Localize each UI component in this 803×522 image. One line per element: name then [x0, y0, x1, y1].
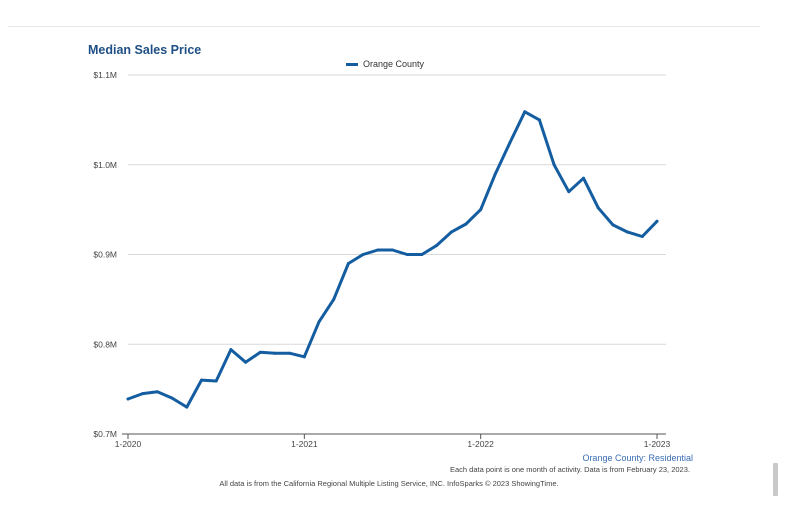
data-point	[640, 235, 644, 239]
legend: Orange County	[346, 59, 424, 69]
data-point	[199, 378, 203, 382]
data-point	[361, 253, 365, 256]
data-point	[141, 392, 145, 396]
legend-label: Orange County	[363, 59, 425, 69]
data-point	[229, 348, 233, 352]
data-point	[435, 244, 439, 248]
chart-title: Median Sales Price	[88, 43, 202, 57]
legend-swatch	[346, 62, 358, 66]
data-point	[582, 176, 586, 180]
data-point	[508, 140, 512, 144]
data-point	[346, 261, 350, 265]
data-point	[214, 379, 218, 383]
top-divider	[8, 26, 760, 27]
data-point	[655, 219, 659, 223]
data-point	[405, 253, 409, 256]
x-tick-label: 1-2020	[115, 439, 142, 449]
y-tick-label: $0.8M	[93, 339, 117, 349]
data-point	[626, 230, 630, 234]
data-point	[523, 110, 527, 114]
scrollbar-thumb[interactable]	[773, 463, 778, 496]
data-point	[258, 350, 262, 354]
data-point	[420, 253, 424, 256]
source-credit: All data is from the California Regional…	[219, 479, 559, 488]
data-point	[273, 351, 277, 355]
data-point	[185, 405, 189, 409]
y-tick-label: $0.7M	[93, 429, 117, 439]
series-line-orange-county	[126, 110, 659, 409]
data-point	[552, 163, 556, 167]
x-tick-label: 1-2021	[291, 439, 318, 449]
data-point	[596, 206, 600, 210]
data-point	[464, 222, 468, 226]
data-point	[479, 208, 483, 212]
data-point	[537, 118, 541, 122]
data-point	[611, 223, 615, 227]
data-point	[449, 230, 453, 234]
data-point	[493, 172, 497, 176]
x-tick-label: 1-2023	[644, 439, 671, 449]
data-point	[391, 248, 394, 252]
data-point	[244, 360, 248, 364]
data-point	[155, 390, 159, 394]
data-point	[567, 190, 571, 194]
y-tick-label: $1.1M	[93, 70, 117, 80]
data-point	[288, 351, 292, 355]
y-tick-label: $1.0M	[93, 160, 117, 170]
data-point	[376, 248, 380, 252]
x-tick-label: 1-2022	[467, 439, 494, 449]
data-point	[302, 355, 306, 359]
chart-subtitle: Orange County: Residential	[582, 453, 693, 463]
data-point	[317, 320, 321, 324]
data-point	[170, 396, 174, 400]
data-point	[126, 397, 130, 401]
y-tick-label: $0.9M	[93, 250, 117, 260]
data-point	[332, 297, 336, 301]
data-note: Each data point is one month of activity…	[450, 465, 690, 474]
